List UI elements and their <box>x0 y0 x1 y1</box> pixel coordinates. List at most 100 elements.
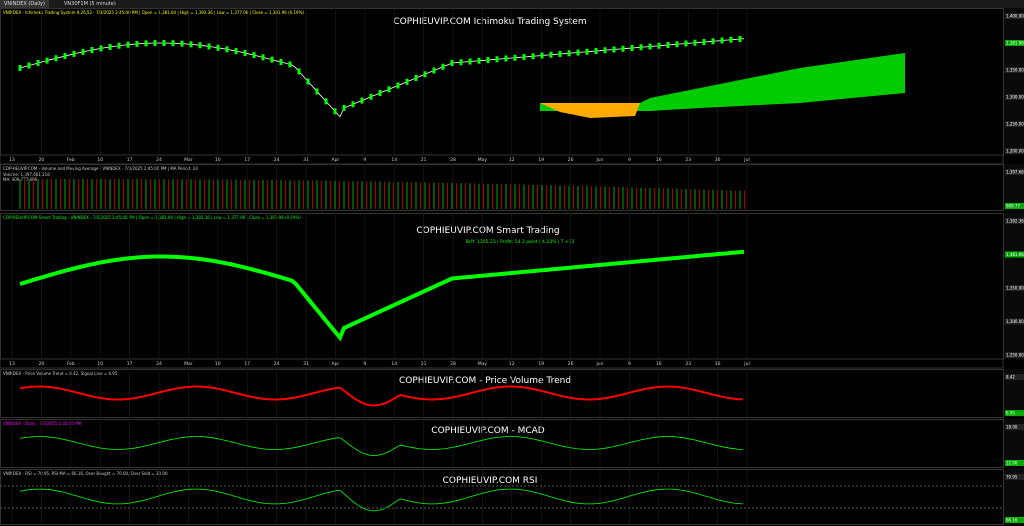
price-label: 18.00 <box>1006 425 1018 430</box>
rsi-line <box>19 488 744 512</box>
price-label: 909.77 <box>1006 204 1020 209</box>
date-label: 17 <box>127 157 133 163</box>
candle <box>594 48 598 54</box>
tab[interactable]: VNINDEX (Daily) <box>0 0 49 8</box>
date-label: 24 <box>156 157 162 163</box>
price-label: 1,250.00 <box>1006 122 1024 127</box>
panel-header: VNINDEX - Ichimoku Trading System 9,26,5… <box>3 10 304 15</box>
candle <box>720 37 724 44</box>
price-axis <box>1004 164 1024 210</box>
candle <box>99 45 103 52</box>
candle <box>18 65 22 71</box>
candle <box>342 105 346 111</box>
candle <box>396 82 400 89</box>
date-label: 10 <box>97 361 103 367</box>
cloud <box>540 53 905 111</box>
price-tag <box>1005 474 1024 480</box>
price-label: 1,350.00 <box>1006 286 1024 291</box>
date-label: Mar <box>184 361 193 367</box>
price-tag <box>1005 285 1024 291</box>
panel-info: Volume: 1,397,661,218 <box>3 172 50 177</box>
date-label: May <box>478 361 488 367</box>
candle <box>216 44 220 51</box>
date-label: 10 <box>215 157 221 163</box>
price-label: 1,350.00 <box>1006 68 1024 73</box>
price-label: 1,300.00 <box>1006 319 1024 324</box>
candle <box>612 46 616 53</box>
date-label: 26 <box>568 157 574 163</box>
ribbon <box>19 249 745 342</box>
candle <box>54 55 58 62</box>
date-label: 24 <box>274 361 280 367</box>
date-label: 31 <box>303 361 309 367</box>
panel-title: COPHIEUVIP.COM Ichimoku Trading System <box>393 17 586 27</box>
price-tag <box>1005 318 1024 325</box>
date-label: 13 <box>9 361 15 367</box>
price-tag <box>1005 460 1024 466</box>
candle <box>126 41 130 48</box>
candle <box>540 52 544 59</box>
panel-title: COPHIEUVIP.COM RSI <box>443 476 538 486</box>
chart-area: VNINDEX - Ichimoku Trading System 9,26,5… <box>0 8 1024 525</box>
candle <box>603 47 607 54</box>
date-axis <box>0 154 1004 165</box>
candle <box>81 48 85 55</box>
candle <box>189 41 193 48</box>
panel-frame <box>0 369 1004 418</box>
candle <box>405 78 409 85</box>
candle <box>45 57 49 64</box>
price-tag <box>1005 203 1024 209</box>
candle <box>711 38 715 45</box>
date-label: 12 <box>509 361 515 367</box>
date-label: May <box>478 157 488 163</box>
date-label: 9 <box>363 361 366 367</box>
candle <box>252 52 256 59</box>
candle <box>729 36 733 43</box>
date-label: 23 <box>685 361 691 367</box>
price-label: 1,200.00 <box>1006 149 1024 154</box>
date-label: 31 <box>303 157 309 163</box>
pvt-line <box>19 385 744 407</box>
price-tag <box>1005 410 1024 416</box>
price-tag <box>1005 218 1024 224</box>
date-label: 9 <box>363 157 366 163</box>
candle <box>36 60 40 67</box>
candle <box>315 88 319 95</box>
date-label: 9 <box>628 361 631 367</box>
candle <box>459 59 463 66</box>
candle <box>225 46 229 53</box>
candle <box>90 47 94 54</box>
panel-title: COPHIEUVIP.COM - MCAD <box>431 426 544 436</box>
date-label: Apr <box>332 157 340 163</box>
price-tag <box>1005 517 1024 523</box>
price-label: 8.42 <box>1006 375 1015 380</box>
candle <box>180 40 184 47</box>
candle <box>360 97 364 104</box>
candle <box>567 50 571 57</box>
date-label: 30 <box>715 157 721 163</box>
candle <box>135 40 139 47</box>
price-tag <box>1005 94 1024 100</box>
date-label: 30 <box>715 361 721 367</box>
date-axis <box>0 358 1004 369</box>
candle <box>531 53 535 60</box>
date-label: Feb <box>67 361 75 367</box>
candle <box>261 54 265 61</box>
candle <box>513 54 517 61</box>
price-label: 1,381.96 <box>1006 41 1024 46</box>
candle <box>576 49 580 56</box>
tab[interactable]: VN30F1M (5 minute) <box>64 1 116 7</box>
candle <box>675 41 679 48</box>
candle <box>306 78 310 85</box>
price-label: 70.95 <box>1006 475 1018 480</box>
candle <box>639 44 643 51</box>
date-label: 17 <box>127 361 133 367</box>
candle <box>414 75 418 81</box>
date-label: 20 <box>39 361 45 367</box>
price-tag <box>1005 148 1024 154</box>
price-axis <box>1004 369 1024 417</box>
date-label: Mar <box>184 157 193 163</box>
candle <box>504 55 508 62</box>
candle <box>351 101 355 108</box>
